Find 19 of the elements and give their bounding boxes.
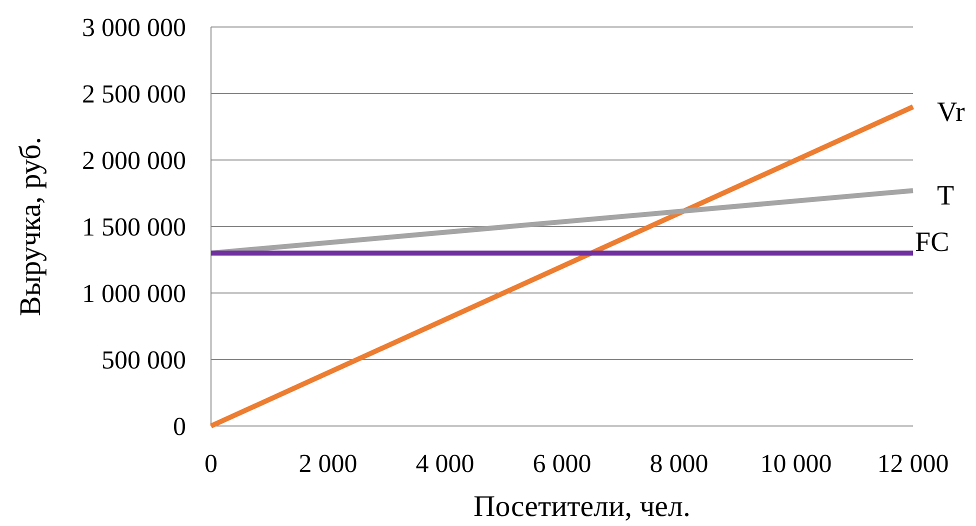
y-tick-label: 500 000 — [102, 346, 186, 375]
x-tick-label: 10 000 — [760, 449, 832, 478]
y-tick-label: 2 500 000 — [82, 80, 186, 109]
x-tick-label: 2 000 — [298, 449, 358, 478]
x-tick-label: 0 — [204, 449, 218, 478]
y-tick-label: 1 000 000 — [82, 279, 186, 308]
x-tick-label: 8 000 — [650, 449, 708, 478]
x-axis-title: Посетители, чел. — [474, 490, 690, 523]
x-tick-label: 4 000 — [416, 449, 474, 478]
y-tick-label: 3 000 000 — [82, 13, 186, 42]
y-tick-label: 1 500 000 — [82, 212, 186, 242]
series-label: FC — [915, 227, 950, 258]
y-tick-label: 0 — [173, 412, 186, 442]
x-tick-label: 6 000 — [532, 449, 592, 478]
series-label: T — [937, 180, 954, 212]
x-tick-label: 12 000 — [877, 449, 949, 478]
y-axis-title: Выручка, руб. — [14, 136, 47, 316]
y-tick-label: 2 000 000 — [82, 146, 186, 176]
series-label: Vr — [937, 96, 966, 128]
